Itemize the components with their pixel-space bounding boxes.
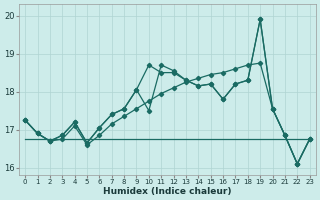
X-axis label: Humidex (Indice chaleur): Humidex (Indice chaleur) bbox=[103, 187, 232, 196]
